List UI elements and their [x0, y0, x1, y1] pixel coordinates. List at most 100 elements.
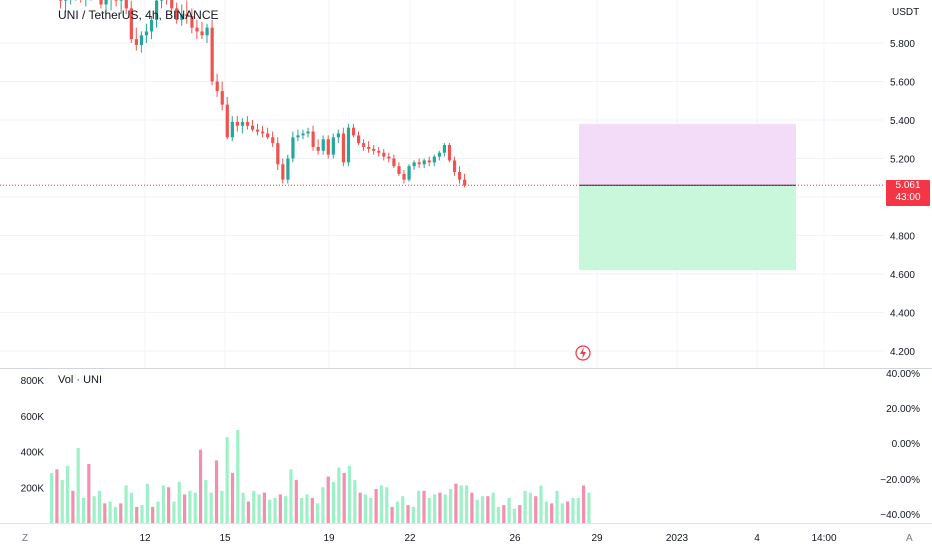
- volume-bar: [518, 505, 522, 523]
- candle-body: [447, 145, 452, 161]
- candle-body: [256, 129, 260, 132]
- candle-body: [331, 137, 335, 155]
- volume-bar: [87, 464, 91, 523]
- candle-body: [104, 0, 108, 5]
- candle-body: [250, 125, 255, 130]
- volume-bar: [571, 497, 575, 523]
- price-tick-label: 5.200: [890, 155, 915, 166]
- volume-bar: [76, 447, 80, 523]
- candle-body: [367, 146, 371, 149]
- volume-bar: [55, 469, 59, 523]
- candle-body: [180, 14, 184, 20]
- time-tick-label: 4: [754, 533, 760, 544]
- volume-bar: [129, 492, 133, 523]
- volume-bar: [523, 490, 527, 523]
- volume-bar: [358, 492, 362, 523]
- volume-bar: [528, 492, 532, 523]
- volume-bar: [310, 497, 314, 523]
- candle-body: [407, 166, 411, 180]
- candle-body: [281, 164, 285, 180]
- volume-bar: [241, 492, 245, 523]
- volume-bar: [555, 490, 559, 523]
- volume-bar: [81, 497, 86, 523]
- candle-body: [417, 162, 421, 165]
- volume-bar: [369, 497, 373, 523]
- volume-bar: [422, 490, 426, 523]
- candle-body: [316, 146, 320, 151]
- candle-body: [240, 121, 245, 126]
- volume-bar: [534, 496, 538, 523]
- price-tick-label: 5.400: [890, 116, 915, 127]
- volume-bar: [305, 494, 309, 523]
- auto-scale-button[interactable]: A: [906, 533, 913, 544]
- volume-bar: [326, 476, 330, 523]
- last-price-label: 5.061 43:00: [886, 180, 930, 207]
- candle-body: [170, 0, 174, 9]
- candle-body: [175, 8, 179, 20]
- candle-body: [427, 160, 431, 163]
- candle-body: [382, 152, 386, 157]
- candle-body: [458, 171, 462, 180]
- candle-body: [261, 131, 265, 134]
- volume-bar: [337, 467, 341, 523]
- volume-bar: [97, 490, 102, 523]
- volume-bar: [433, 494, 437, 523]
- volume-bar: [587, 492, 591, 523]
- volume-bar: [443, 494, 447, 523]
- volume-bar: [284, 496, 288, 523]
- volume-bar: [576, 497, 580, 523]
- candle-body: [372, 148, 376, 151]
- volume-bar: [151, 506, 155, 523]
- candle-body: [392, 158, 396, 167]
- volume-bar: [214, 460, 219, 523]
- candle-body: [412, 162, 416, 167]
- last-price-countdown: 43:00: [895, 192, 921, 204]
- candle-body: [185, 14, 189, 17]
- volume-bar: [475, 499, 479, 523]
- volume-bar: [411, 506, 415, 523]
- candle-body: [397, 166, 401, 174]
- candle-body: [442, 145, 447, 153]
- volume-bar: [374, 489, 378, 523]
- candle-body: [245, 121, 250, 126]
- candle-body: [341, 133, 346, 163]
- volume-bar: [464, 485, 469, 523]
- volume-bar: [438, 492, 442, 523]
- candle-body: [387, 156, 391, 159]
- candle-body: [321, 139, 325, 151]
- candle-body: [220, 91, 224, 105]
- candle-body: [306, 131, 310, 134]
- volume-bar: [113, 506, 118, 523]
- volume-bar: [401, 496, 405, 523]
- candle-body: [124, 0, 128, 9]
- target-zone: [579, 123, 796, 186]
- volume-bar: [230, 472, 235, 523]
- volume-bar: [65, 465, 70, 523]
- volume-bar: [550, 503, 554, 523]
- volume-tick-label: 200K: [21, 483, 45, 494]
- volume-bar: [539, 485, 543, 523]
- volume-bar: [188, 490, 192, 523]
- candle-body: [422, 160, 426, 165]
- time-tick-label: 12: [139, 533, 151, 544]
- candle-body: [129, 8, 133, 40]
- volume-title[interactable]: Vol · UNI: [58, 374, 103, 386]
- volume-bar: [449, 489, 453, 523]
- timezone-button[interactable]: Z: [22, 533, 29, 544]
- lightning-icon: [580, 347, 586, 359]
- volume-bar: [496, 506, 501, 523]
- candle-body: [160, 0, 164, 1]
- percent-tick-label: −40.00%: [880, 510, 920, 521]
- volume-bar: [321, 487, 325, 523]
- volume-bar: [566, 501, 570, 523]
- volume-bar: [385, 487, 389, 523]
- candle-body: [311, 131, 315, 147]
- volume-bar: [50, 472, 54, 523]
- volume-bar: [103, 503, 107, 523]
- symbol-title[interactable]: UNI / TetherUS, 4h, BINANCE: [58, 8, 219, 22]
- volume-bar: [454, 483, 458, 523]
- volume-bar: [491, 492, 495, 523]
- volume-bar: [124, 485, 128, 523]
- candle-body: [276, 143, 280, 165]
